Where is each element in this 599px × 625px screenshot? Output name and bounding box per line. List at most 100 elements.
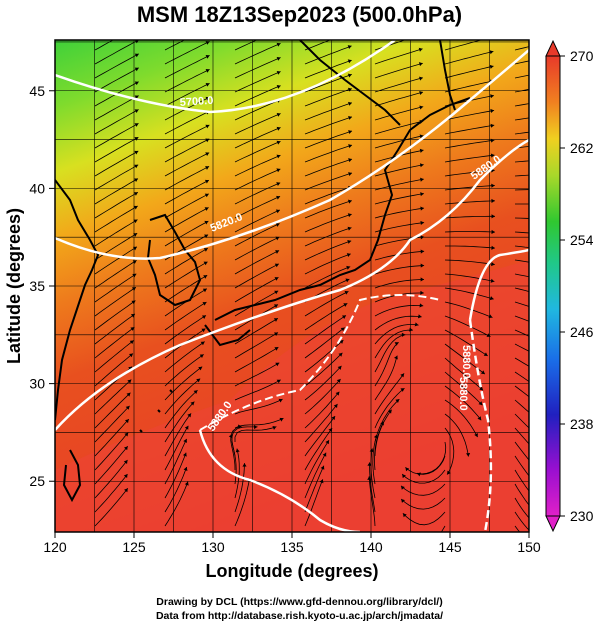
streamline-arrow — [346, 265, 351, 270]
x-tick-label: 130 — [201, 539, 225, 555]
streamline-arrow — [490, 278, 495, 283]
streamline — [164, 438, 187, 485]
streamline-arrow — [339, 340, 344, 344]
streamline — [94, 246, 138, 275]
streamline — [374, 222, 425, 233]
streamline-arrow — [203, 248, 208, 252]
streamline — [444, 357, 484, 391]
streamline — [374, 106, 424, 121]
streamline — [514, 245, 529, 248]
streamline — [444, 185, 495, 191]
streamline-arrow — [274, 277, 279, 281]
streamline-arrow — [348, 31, 352, 35]
streamline-arrow — [183, 438, 187, 443]
streamline — [94, 313, 136, 345]
streamline — [94, 379, 132, 415]
streamline-arrow — [201, 315, 206, 319]
streamline-arrow — [405, 467, 410, 472]
streamline — [94, 326, 135, 359]
streamline — [401, 469, 446, 484]
streamline-arrow — [124, 432, 129, 437]
streamline-arrow — [320, 465, 325, 470]
streamline — [94, 136, 139, 163]
streamline-arrow — [561, 96, 565, 100]
streamline-arrow — [541, 506, 545, 510]
streamline-arrow — [190, 401, 195, 406]
streamline-arrow — [402, 513, 407, 518]
streamline — [444, 231, 496, 233]
streamline — [234, 182, 281, 205]
colorbar-tick-label: 270 — [570, 48, 594, 64]
streamline — [444, 259, 495, 265]
streamline-arrow — [204, 179, 209, 184]
streamline-arrow — [130, 327, 135, 331]
streamline — [234, 426, 277, 442]
streamline-arrow — [134, 95, 139, 100]
streamline — [444, 315, 491, 338]
y-tick-label: 35 — [29, 278, 45, 294]
streamline — [164, 389, 198, 429]
streamline — [164, 354, 204, 387]
coastline — [214, 97, 471, 321]
streamline — [374, 91, 424, 107]
streamline — [444, 110, 495, 121]
streamline — [400, 483, 446, 496]
streamline-arrow — [480, 370, 485, 375]
streamline — [94, 67, 139, 93]
streamline-arrow — [414, 322, 419, 327]
streamline — [234, 43, 281, 65]
streamline-arrow — [276, 56, 281, 61]
streamline-arrow — [273, 332, 278, 337]
streamline — [304, 339, 344, 373]
streamline — [94, 340, 134, 373]
streamline — [304, 427, 333, 471]
streamline — [234, 168, 281, 191]
streamline — [94, 405, 130, 443]
coastline — [146, 213, 202, 307]
streamline-arrow — [134, 67, 139, 72]
x-tick-label: 140 — [359, 539, 383, 555]
streamline-arrow — [279, 417, 284, 422]
streamline — [234, 141, 281, 163]
streamline-arrow — [420, 249, 425, 254]
streamline-arrow — [273, 318, 278, 322]
streamline — [164, 315, 207, 345]
streamline-arrow — [204, 207, 209, 211]
streamline-arrow — [347, 213, 352, 218]
streamline — [164, 378, 201, 415]
streamline — [304, 452, 327, 499]
streamline-arrow — [275, 236, 280, 241]
streamline — [164, 55, 210, 79]
streamline-arrow — [344, 290, 349, 295]
streamline-arrow — [274, 290, 279, 295]
streamline-arrow — [205, 152, 210, 157]
streamline-arrow — [420, 192, 424, 197]
streamline-arrow — [489, 36, 493, 40]
streamline-arrow — [560, 82, 564, 86]
streamline-arrow — [125, 405, 130, 410]
streamline-arrow — [342, 315, 347, 319]
streamline — [304, 327, 345, 359]
streamline-arrow — [204, 234, 209, 239]
streamline-arrow — [561, 141, 565, 145]
streamline-arrow — [199, 354, 204, 359]
streamline — [444, 51, 494, 65]
streamline — [94, 164, 139, 191]
colorbar: 270 262 254 246 238 230 — [545, 39, 594, 533]
streamline — [164, 124, 210, 149]
streamline — [234, 154, 281, 177]
streamline-arrow — [346, 253, 351, 257]
streamline — [234, 332, 279, 359]
y-tick-label: 40 — [29, 180, 45, 196]
streamline-arrow — [419, 105, 424, 110]
contour-label: 5880.0 — [457, 377, 469, 411]
coastline — [62, 449, 82, 503]
contour-label: 5880.0 — [460, 345, 472, 379]
streamline — [374, 279, 425, 289]
streamline-arrow — [369, 448, 374, 453]
streamline — [304, 415, 336, 457]
streamline-arrow — [419, 303, 424, 308]
streamline — [94, 473, 128, 513]
streamline — [374, 387, 405, 429]
streamline-arrow — [419, 163, 424, 168]
